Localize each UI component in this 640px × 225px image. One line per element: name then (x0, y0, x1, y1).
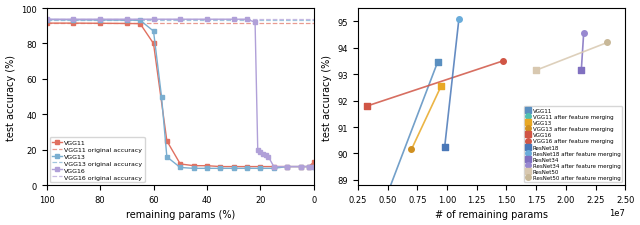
VGG11 (243, 165, 251, 168)
VGG16 (150, 19, 157, 21)
VGG11 (136, 23, 144, 26)
VGG13 (150, 31, 157, 33)
Y-axis label: test accuracy (%): test accuracy (%) (6, 54, 15, 140)
VGG13 (284, 165, 291, 168)
VGG16 (264, 156, 272, 158)
VGG11 (150, 43, 157, 46)
VGG11 (284, 165, 291, 168)
VGG16 (203, 19, 211, 21)
VGG16 (230, 19, 237, 21)
VGG16 original accuracy (307, 19, 315, 21)
VGG13 (43, 19, 51, 22)
X-axis label: # of remaining params: # of remaining params (435, 209, 548, 219)
VGG13 original accuracy (307, 19, 315, 22)
VGG16 (123, 19, 131, 21)
VGG16 (254, 149, 262, 151)
VGG13 (297, 165, 305, 168)
VGG11 (203, 165, 211, 167)
VGG13 (216, 167, 224, 170)
Point (436, 85, 446, 88)
VGG16 (70, 19, 77, 21)
Point (440, 145, 450, 149)
Point (498, 60, 508, 63)
VGG11 (305, 165, 312, 168)
X-axis label: remaining params (%): remaining params (%) (125, 209, 235, 219)
VGG16 (259, 153, 267, 156)
VGG11 (257, 165, 264, 168)
VGG13 (70, 19, 77, 22)
VGG11 (270, 165, 278, 168)
VGG13 (305, 165, 312, 168)
VGG13 (123, 20, 131, 22)
VGG11 (177, 163, 184, 166)
VGG13 (157, 96, 165, 99)
VGG11 (163, 140, 171, 143)
VGG13 (230, 167, 237, 170)
VGG11 (297, 165, 305, 168)
Point (362, 105, 372, 108)
VGG11 original accuracy (307, 23, 315, 25)
VGG13 (189, 167, 197, 170)
VGG11 original accuracy (310, 23, 317, 25)
VGG13 (136, 20, 144, 22)
VGG16 (262, 154, 269, 157)
VGG16 (96, 19, 104, 21)
VGG11 (96, 23, 104, 25)
VGG16 (284, 165, 291, 168)
Line: VGG16: VGG16 (45, 18, 316, 169)
VGG16 (252, 22, 259, 25)
VGG11 (43, 23, 51, 25)
VGG16 (305, 165, 312, 168)
VGG13 (203, 167, 211, 170)
VGG13 (177, 166, 184, 169)
Point (579, 32, 589, 36)
Y-axis label: test accuracy (%): test accuracy (%) (322, 54, 332, 140)
VGG13 (163, 156, 171, 158)
VGG13 (243, 167, 251, 170)
Point (531, 69, 541, 73)
VGG11 (70, 23, 77, 25)
VGG11 (230, 165, 237, 168)
Legend: VGG11, VGG11 original accuracy, VGG13, VGG13 original accuracy, VGG16, VGG16 ori: VGG11, VGG11 original accuracy, VGG13, V… (50, 137, 145, 182)
Point (576, 69, 586, 73)
VGG16 (270, 165, 278, 168)
Point (383, 191, 393, 195)
VGG11 (310, 161, 317, 164)
VGG13 original accuracy (310, 19, 317, 22)
VGG16 original accuracy (310, 19, 317, 21)
Point (454, 18, 464, 21)
Point (406, 148, 417, 152)
Line: VGG13: VGG13 (45, 19, 316, 170)
VGG16 (243, 19, 251, 21)
VGG11 (123, 23, 131, 26)
Legend: VGG11, VGG11 after feature merging, VGG13, VGG13 after feature merging, VGG16, V: VGG11, VGG11 after feature merging, VGG1… (524, 106, 623, 182)
VGG13 (257, 167, 264, 170)
VGG13 (270, 167, 278, 170)
VGG13 (96, 20, 104, 22)
Point (602, 41, 612, 45)
VGG16 (297, 165, 305, 168)
Line: VGG11: VGG11 (45, 22, 316, 169)
VGG16 (43, 19, 51, 21)
VGG13 (310, 165, 317, 168)
VGG11 (216, 165, 224, 168)
VGG16 (310, 165, 317, 168)
VGG16 (177, 19, 184, 21)
VGG11 (189, 165, 197, 167)
VGG16 (257, 151, 264, 153)
Point (433, 61, 443, 65)
